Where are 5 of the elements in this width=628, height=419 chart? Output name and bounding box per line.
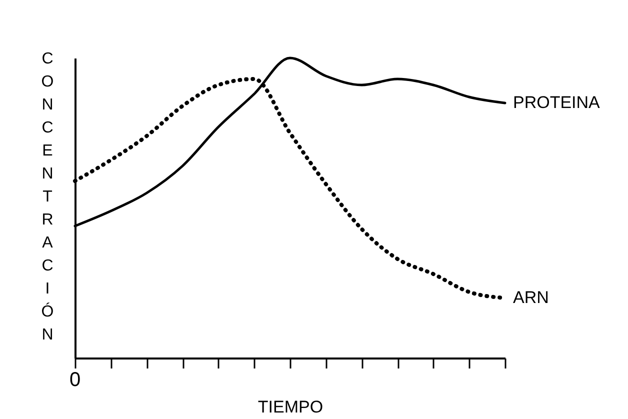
text: CONCENTRACIÓN	[41, 50, 54, 344]
series-label: PROTEINA	[513, 93, 601, 112]
text: 0	[69, 369, 81, 391]
series-label: ARN	[513, 288, 549, 307]
x-axis-title: TIEMPO	[258, 397, 324, 416]
